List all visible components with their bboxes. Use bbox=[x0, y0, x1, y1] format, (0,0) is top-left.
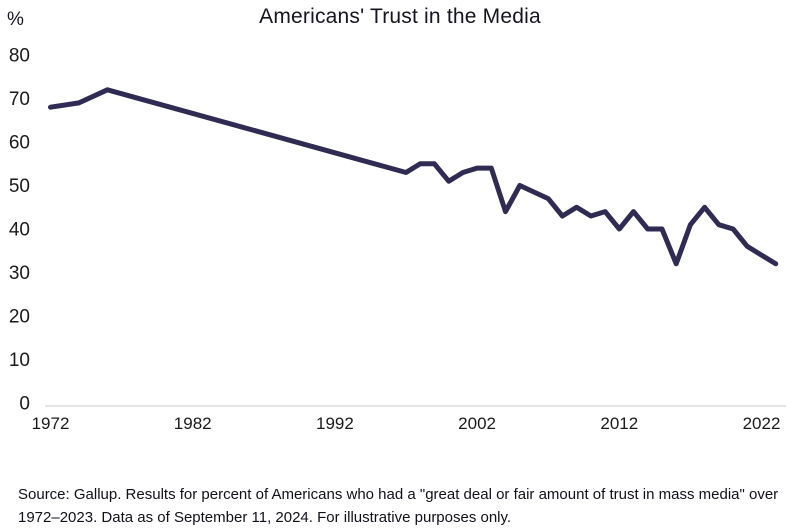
y-tick-label: 70 bbox=[9, 89, 30, 110]
x-tick-label: 2012 bbox=[600, 414, 638, 433]
chart-title: Americans' Trust in the Media bbox=[259, 5, 541, 28]
x-tick-label: 1982 bbox=[174, 414, 212, 433]
y-axis-unit-label: % bbox=[7, 9, 24, 30]
y-tick-label: 30 bbox=[9, 263, 30, 284]
y-tick-label: 10 bbox=[9, 350, 30, 371]
x-tick-label: 2022 bbox=[743, 414, 781, 433]
y-tick-label: 0 bbox=[19, 394, 30, 415]
x-tick-label: 2002 bbox=[458, 414, 496, 433]
x-tick-label: 1972 bbox=[32, 414, 70, 433]
x-tick-label: 1992 bbox=[316, 414, 354, 433]
y-tick-label: 80 bbox=[9, 46, 30, 67]
y-tick-label: 40 bbox=[9, 220, 30, 241]
trust-line-series bbox=[48, 87, 779, 267]
y-tick-label: 60 bbox=[9, 133, 30, 154]
y-tick-label: 50 bbox=[9, 176, 30, 197]
source-note: Source: Gallup. Results for percent of A… bbox=[18, 486, 779, 526]
y-tick-label: 20 bbox=[9, 307, 30, 328]
